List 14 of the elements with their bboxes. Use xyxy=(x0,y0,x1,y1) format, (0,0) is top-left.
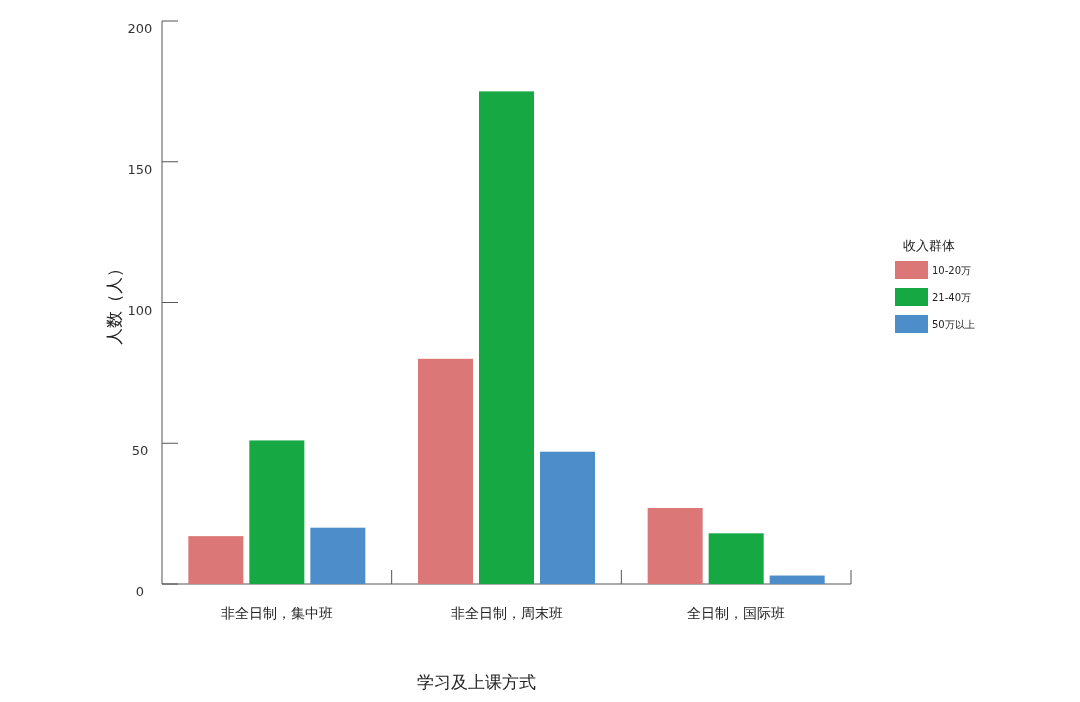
x-tick-label: 非全日制，周末班 xyxy=(450,605,563,621)
y-tick-label: 150 xyxy=(127,161,153,177)
legend-title: 收入群体 xyxy=(903,238,955,253)
y-axis-title: 人数（人） xyxy=(104,260,124,345)
x-tick-label: 全日制，国际班 xyxy=(687,605,786,621)
legend-label: 50万以上 xyxy=(932,319,975,330)
y-tick-label: 200 xyxy=(127,21,153,36)
y-tick-label: 50 xyxy=(131,443,149,459)
y-tick-label: 100 xyxy=(127,302,153,318)
y-tick-label: 0 xyxy=(135,584,145,599)
x-tick-label: 非全日制，集中班 xyxy=(220,605,333,621)
x-axis-title: 学习及上课方式 xyxy=(417,672,536,692)
legend-label: 21-40万 xyxy=(932,292,972,303)
legend-label: 10-20万 xyxy=(932,265,972,276)
